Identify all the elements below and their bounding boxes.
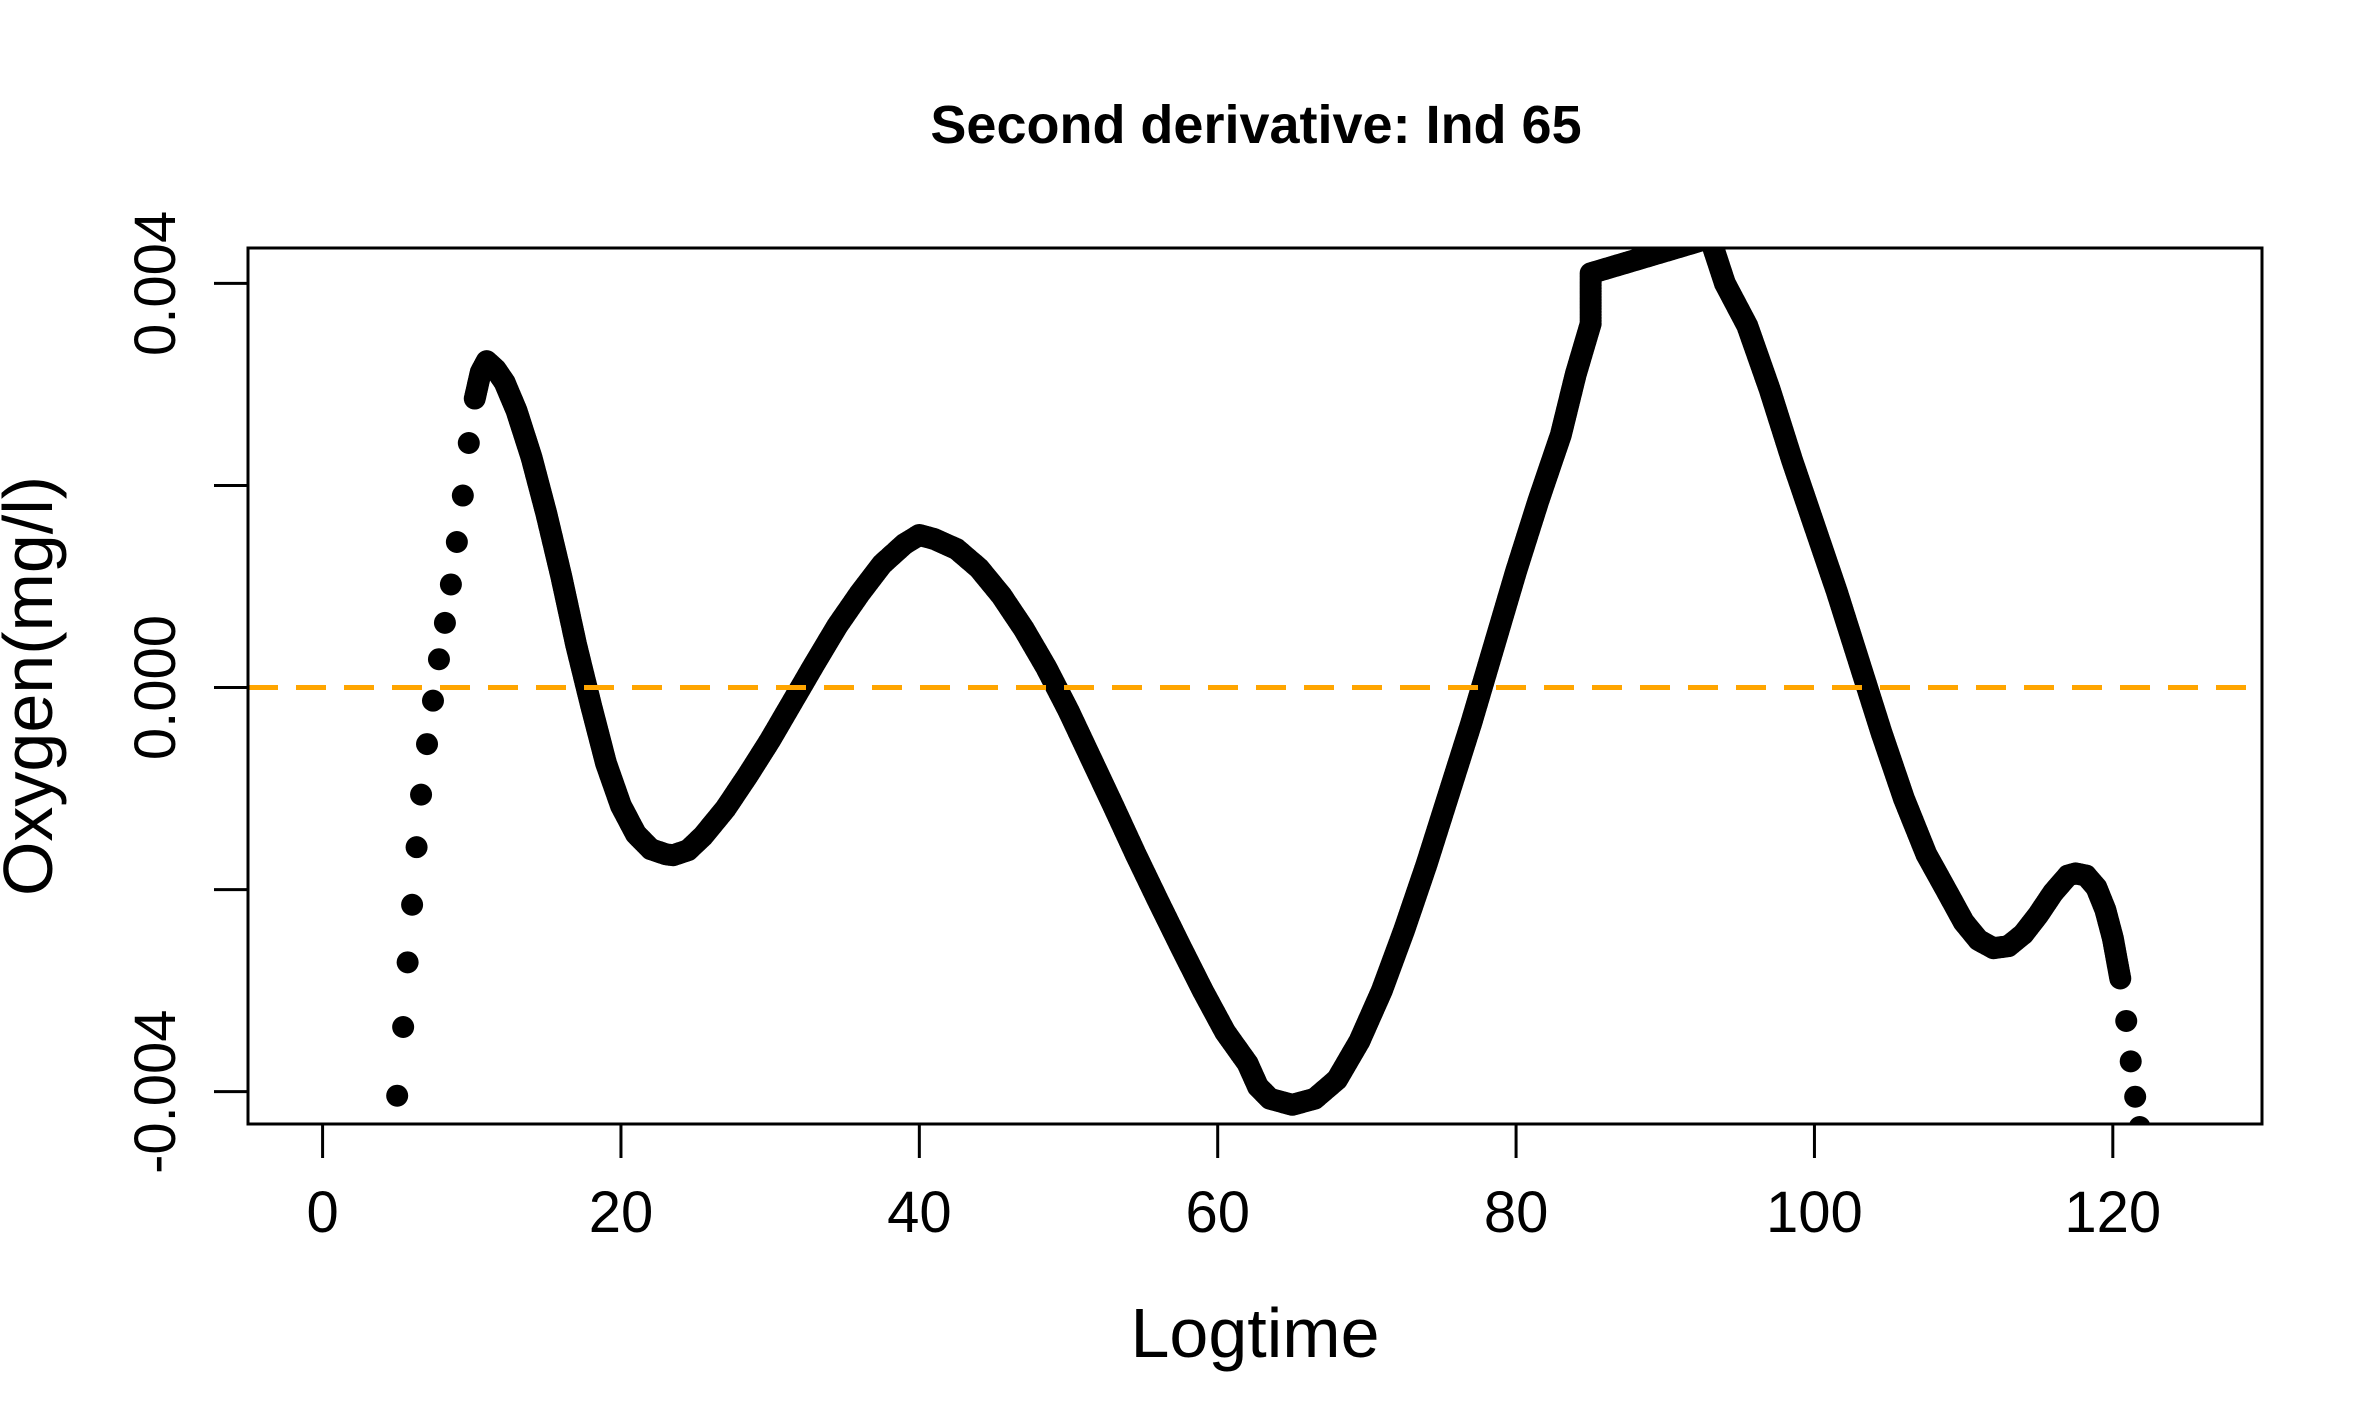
data-point [427, 648, 450, 671]
data-point [2119, 1050, 2142, 1073]
x-axis-label: Logtime [1130, 1294, 1379, 1372]
data-point [2109, 967, 2132, 990]
data-point [401, 893, 424, 916]
data-point [421, 689, 444, 712]
data-point [1705, 248, 1715, 249]
x-tick-label: 100 [1766, 1180, 1863, 1245]
data-points [386, 248, 2157, 1178]
y-tick-label: 0.004 [123, 211, 188, 356]
x-tick-label: 60 [1185, 1180, 1250, 1245]
data-point [2132, 1136, 2154, 1158]
data-point [392, 1016, 415, 1039]
data-point [445, 531, 468, 554]
y-axis-label: Oxygen(mg/l) [0, 476, 67, 896]
data-point [416, 733, 439, 756]
chart-title: Second derivative: Ind 65 [930, 95, 1581, 155]
y-tick-label: -0.004 [123, 1009, 188, 1173]
data-point [2135, 1156, 2157, 1178]
x-tick-label: 40 [887, 1180, 952, 1245]
data-point [1701, 248, 1714, 250]
data-point [457, 432, 480, 455]
data-point [2115, 1009, 2138, 1032]
y-tick-label: 0.000 [123, 615, 188, 760]
y-axis: -0.004 0.000 0.004 [123, 211, 250, 1174]
data-point [439, 573, 462, 596]
data-point [386, 1084, 409, 1107]
x-axis: 0 20 40 60 80 100 120 [306, 1122, 2161, 1245]
data-point [410, 783, 433, 806]
data-point [405, 836, 428, 859]
data-point [2129, 1116, 2151, 1124]
x-tick-label: 20 [589, 1180, 654, 1245]
x-tick-label: 0 [306, 1180, 338, 1245]
data-point [2124, 1085, 2147, 1108]
x-tick-label: 80 [1484, 1180, 1549, 1245]
data-point [1705, 248, 1715, 249]
data-point [451, 484, 474, 507]
data-point [433, 611, 456, 634]
data-point [396, 951, 419, 974]
x-tick-label: 120 [2064, 1180, 2161, 1245]
